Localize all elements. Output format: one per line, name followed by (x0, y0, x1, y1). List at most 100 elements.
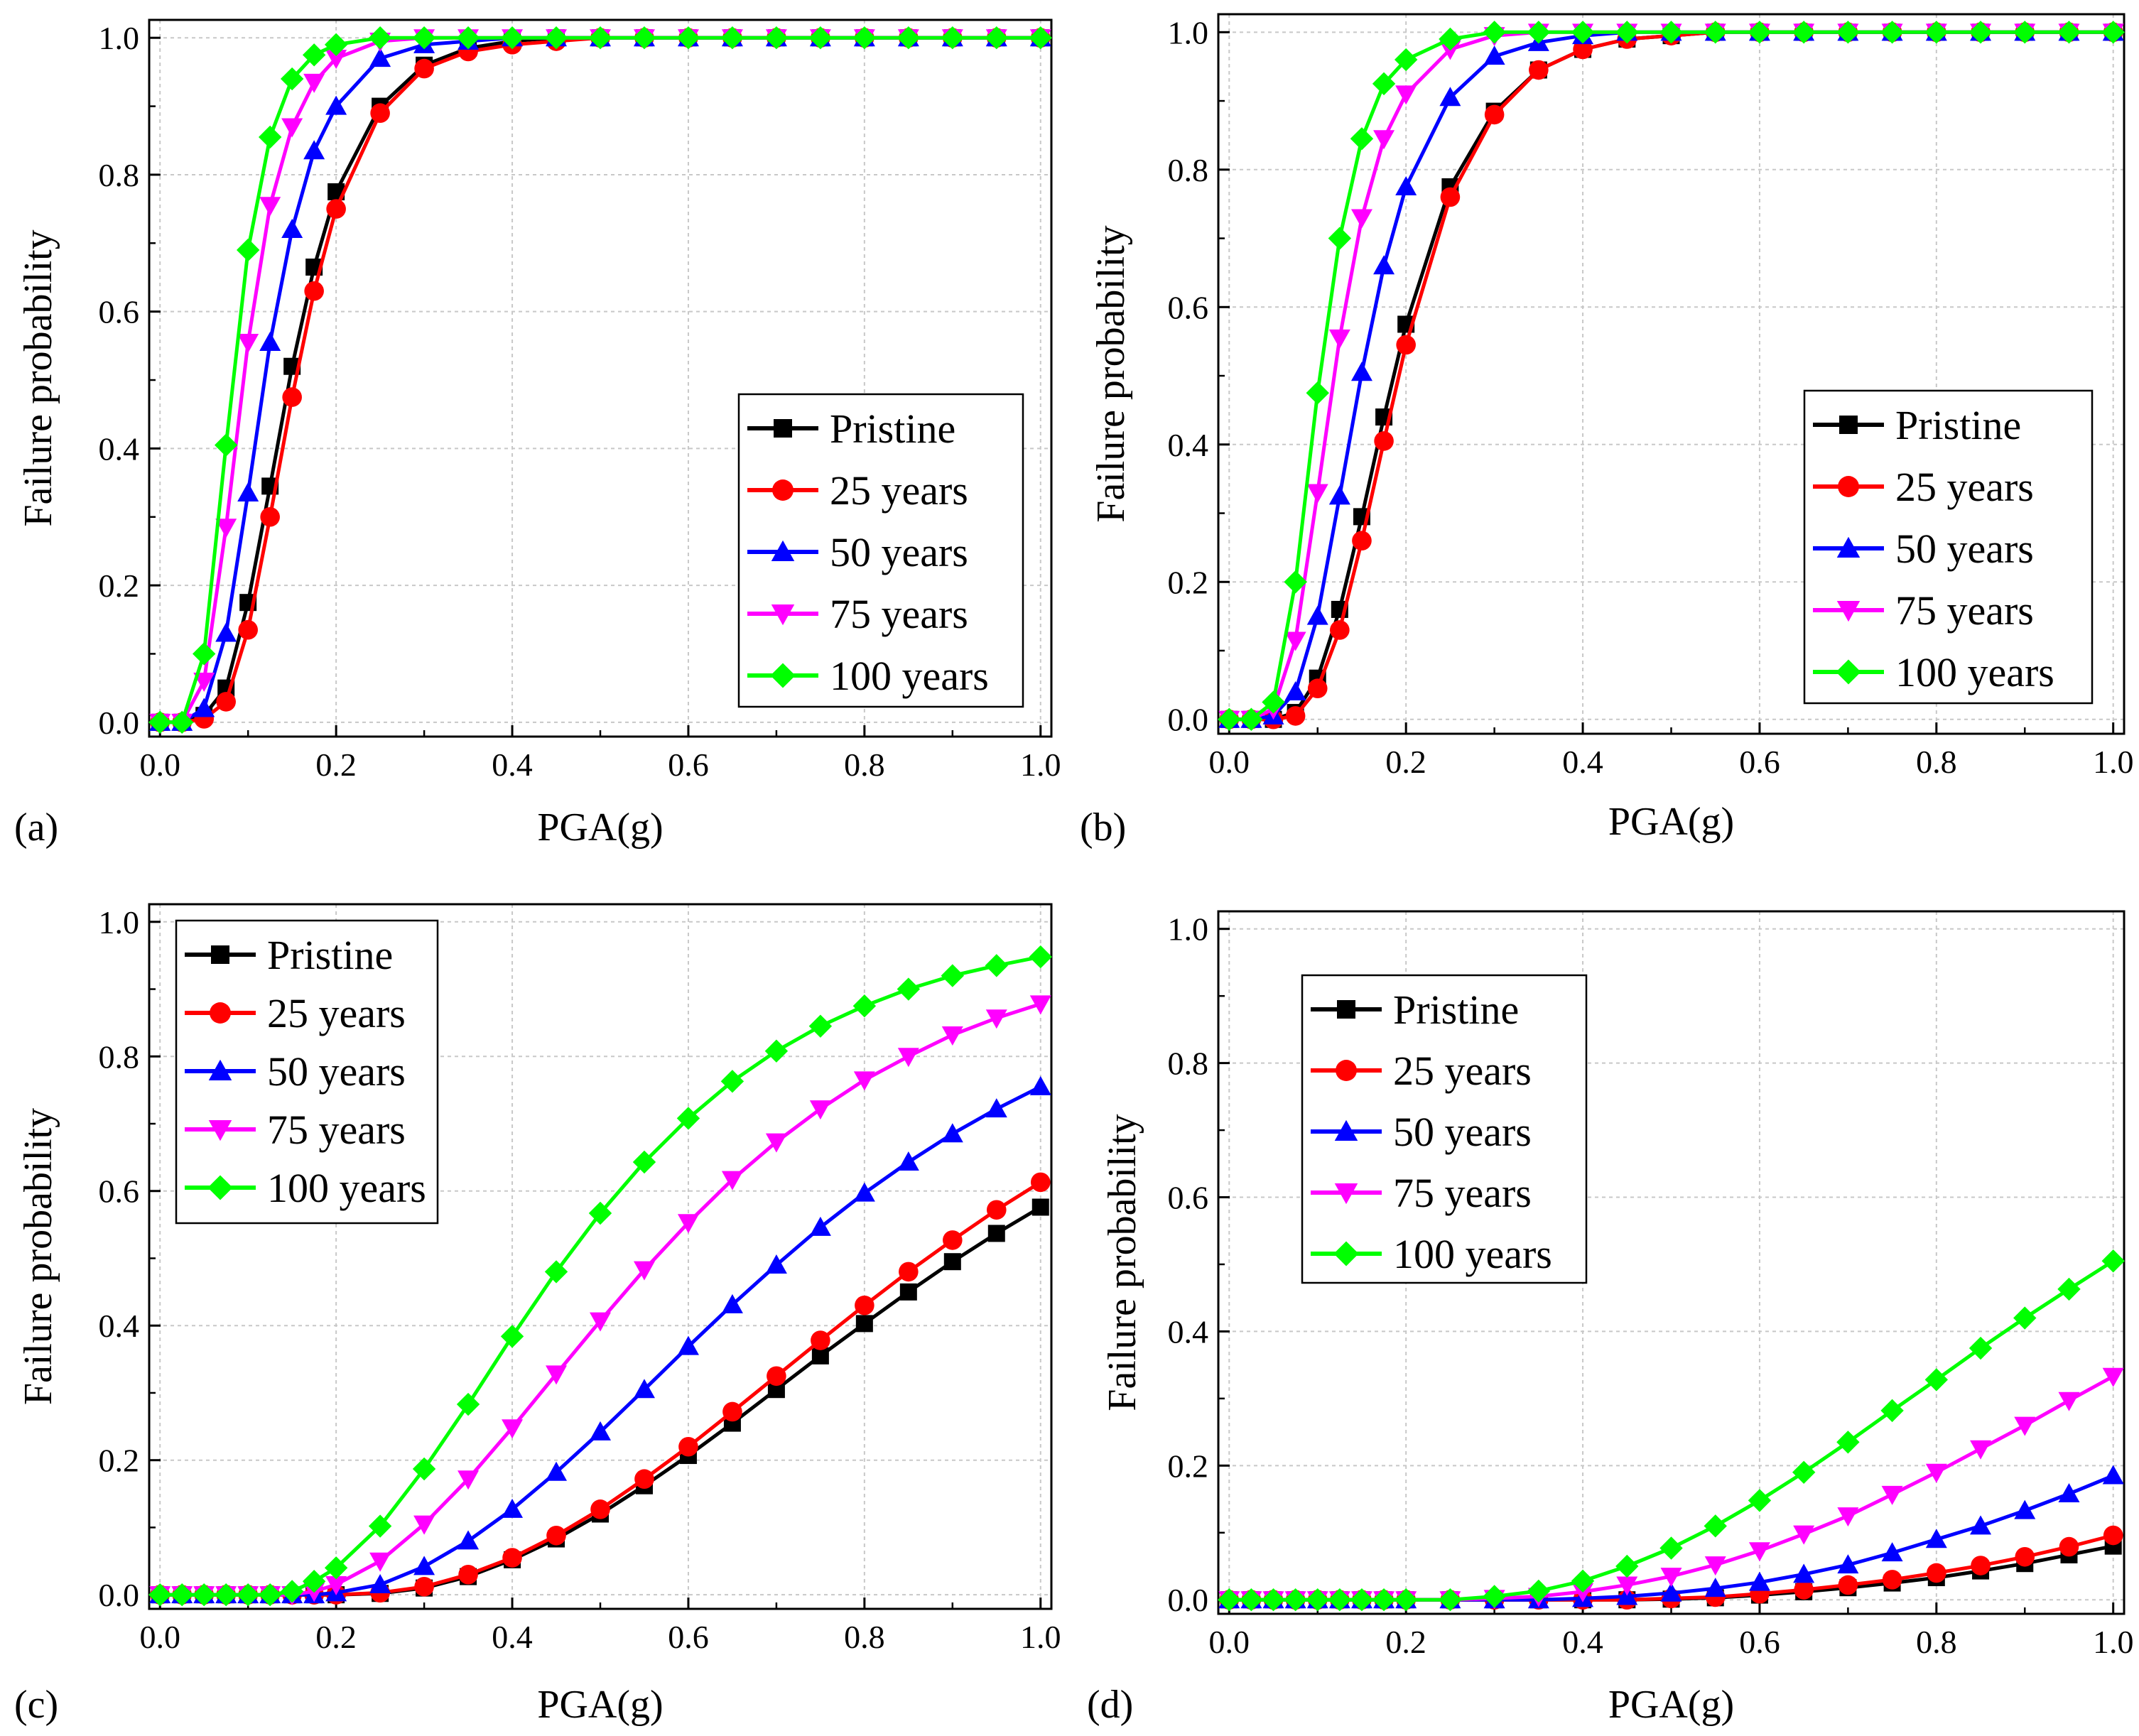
data-point-50-years (985, 1098, 1007, 1118)
x-tick-label: 0.0 (139, 747, 180, 783)
data-point-100-years (1969, 21, 1993, 44)
x-axis-label: PGA(g) (1608, 800, 1734, 844)
data-point-50-years (2058, 1482, 2080, 1502)
x-axis-label: PGA(g) (537, 1683, 663, 1727)
data-point-50-years (1793, 1563, 1815, 1583)
series-100-years (148, 945, 1052, 1607)
legend-label: Pristine (1393, 987, 1519, 1033)
data-point-75-years (193, 673, 215, 693)
y-axis-label: Failure probability (1089, 225, 1133, 522)
data-point-75-years (853, 1071, 875, 1091)
data-point-50-years (1029, 1075, 1051, 1095)
x-tick-label: 0.6 (1739, 744, 1780, 780)
data-point-100-years (2013, 21, 2037, 44)
data-point-100-years (500, 1325, 524, 1348)
panel-label: (b) (1080, 805, 1126, 850)
panel-a: 0.0 0.2 0.4 0.6 0.8 1.0 0.0 0.2 0.4 0.6 0.8 1.0 PGA(… (14, 18, 1061, 850)
data-point-100-years (1704, 21, 1727, 44)
data-point-75-years (1373, 130, 1395, 150)
data-point-50-years (325, 95, 347, 115)
data-point-100-years (720, 1070, 744, 1093)
y-tick-label: 0.0 (1168, 702, 1209, 738)
panel-label: (d) (1087, 1683, 1133, 1727)
x-tick-label: 1.0 (1020, 747, 1061, 783)
data-point-75-years (369, 1552, 391, 1572)
legend-item-25-years: 25 years (1813, 464, 2034, 510)
data-point-25-years (1882, 1570, 1902, 1590)
data-point-25-years (767, 1366, 786, 1387)
data-point-25-years (2059, 1536, 2079, 1557)
data-point-50-years (897, 1151, 919, 1171)
legend-label: 100 years (1895, 649, 2054, 695)
data-point-25-years (722, 1401, 742, 1422)
data-point-75-years (1925, 1463, 1947, 1483)
data-point-50-years (1328, 485, 1350, 505)
y-tick-label: 0.4 (1168, 427, 1209, 463)
data-point-100-years (170, 710, 194, 734)
data-point-100-years (324, 1556, 348, 1580)
y-tick-label: 0.2 (1168, 1448, 1209, 1484)
data-point-100-years (897, 26, 921, 50)
data-point-50-years (369, 1573, 391, 1593)
data-point-25-years (282, 387, 302, 407)
data-point-100-years (1615, 21, 1639, 44)
legend-marker-25-years (1838, 476, 1859, 497)
data-point-pristine (1031, 1198, 1049, 1216)
data-point-25-years (1573, 39, 1593, 60)
data-point-75-years (215, 519, 237, 538)
legend-marker-25-years (772, 479, 794, 501)
data-point-100-years (941, 26, 965, 50)
data-point-25-years (678, 1436, 698, 1457)
data-point-25-years (458, 1564, 478, 1585)
data-point-50-years (1350, 362, 1372, 381)
data-point-50-years (1704, 1578, 1726, 1597)
data-point-100-years (1372, 72, 1396, 96)
x-tick-label: 0.8 (1916, 744, 1957, 780)
x-tick-label: 0.2 (315, 747, 357, 783)
legend-item-pristine: Pristine (1813, 402, 2021, 448)
legend-marker-100-years (1836, 659, 1861, 685)
legend-marker-100-years (207, 1175, 233, 1200)
data-point-25-years (414, 58, 434, 79)
data-point-50-years (1395, 175, 1417, 195)
data-point-100-years (1924, 1368, 1949, 1391)
legend: Pristine 25 years 50 years 75 years 100 year… (1803, 389, 2094, 705)
x-tick-label: 1.0 (2093, 1624, 2134, 1660)
data-point-50-years (457, 1530, 480, 1550)
legend-item-100-years: 100 years (185, 1165, 426, 1211)
data-point-100-years (1306, 381, 1329, 405)
data-point-50-years (237, 482, 259, 502)
legend-item-50-years: 50 years (747, 529, 968, 575)
data-point-100-years (148, 710, 172, 734)
x-tick-label: 1.0 (2093, 744, 2134, 780)
series-25-years (150, 1172, 1051, 1605)
data-point-100-years (236, 1583, 260, 1607)
data-point-50-years (193, 698, 215, 717)
legend-marker-pristine (1337, 1000, 1355, 1019)
data-point-100-years (302, 43, 326, 67)
data-point-50-years (1284, 681, 1306, 701)
data-point-100-years (258, 125, 282, 149)
data-point-100-years (985, 26, 1008, 50)
data-point-100-years (193, 642, 216, 666)
data-point-50-years (1970, 1515, 1992, 1535)
x-axis-label: PGA(g) (1608, 1683, 1734, 1727)
data-point-100-years (764, 26, 789, 50)
data-point-75-years (1616, 1576, 1638, 1596)
data-point-pristine (899, 1283, 917, 1301)
data-point-100-years (236, 238, 260, 262)
data-point-100-years (985, 954, 1008, 977)
data-point-25-years (1307, 678, 1328, 699)
legend-marker-pristine (211, 945, 229, 964)
data-point-25-years (546, 1525, 566, 1546)
y-tick-label: 0.2 (99, 568, 140, 604)
legend-marker-pristine (774, 419, 792, 438)
x-tick-label: 0.6 (668, 1619, 709, 1655)
data-point-50-years (853, 1182, 875, 1202)
data-point-25-years (1352, 531, 1372, 551)
x-tick-label: 0.2 (315, 1619, 357, 1655)
data-point-100-years (280, 1580, 304, 1603)
legend-label: 100 years (1393, 1231, 1552, 1277)
data-point-100-years (456, 26, 480, 50)
